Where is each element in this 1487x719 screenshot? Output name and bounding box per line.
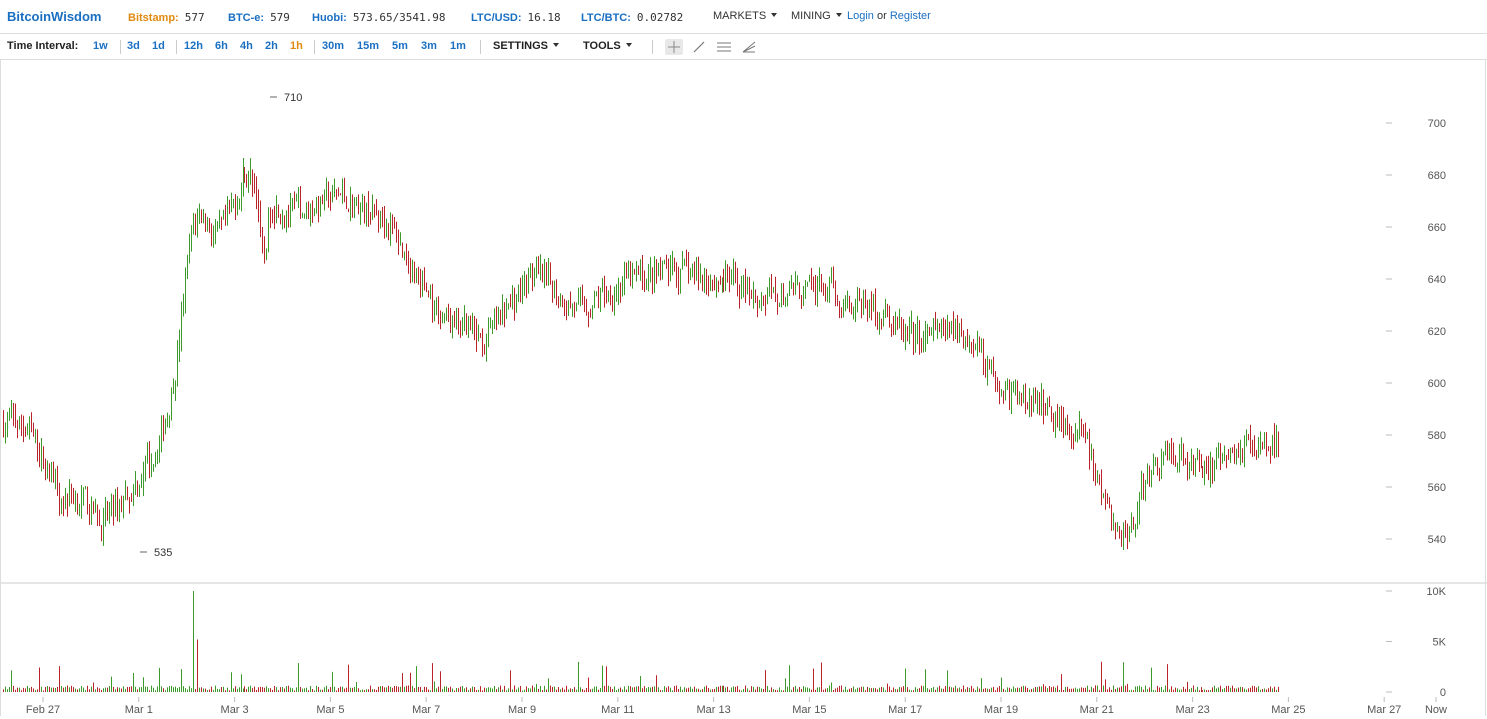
price-tick-label: 680 (1428, 170, 1446, 182)
price-tick-label: 660 (1428, 222, 1446, 234)
time-tick-label: Mar 9 (508, 704, 536, 716)
interval-1h[interactable]: 1h (290, 40, 303, 52)
ticker-huobi[interactable]: Huobi: 573.65/3541.98 (312, 10, 446, 24)
divider (176, 40, 177, 54)
chevron-down-icon (835, 13, 842, 17)
parallel-lines-icon[interactable] (715, 39, 733, 55)
login-link[interactable]: Login (847, 10, 874, 22)
ticker-ltc-usd-value: 16.18 (527, 11, 561, 24)
volume-tick-label: 10K (1426, 586, 1446, 598)
price-annotations: 710 535 (140, 92, 302, 559)
time-tick-label: Mar 13 (696, 704, 730, 716)
ticker-bitstamp-value: 577 (184, 11, 205, 24)
time-axis: Feb 27 Mar 1 Mar 3 Mar 5 Mar 7 Mar 9 Mar 11 Mar… (26, 697, 1447, 716)
ticker-bitstamp[interactable]: Bitstamp: 577 (128, 10, 205, 24)
interval-6h[interactable]: 6h (215, 40, 228, 52)
line-icon[interactable] (690, 39, 708, 55)
crosshair-icon[interactable] (665, 39, 683, 55)
price-tick-label: 600 (1428, 378, 1446, 390)
interval-2h[interactable]: 2h (265, 40, 278, 52)
brand-logo[interactable]: BitcoinWisdom (7, 9, 102, 24)
ticker-ltc-usd[interactable]: LTC/USD: 16.18 (471, 10, 561, 24)
tools-menu[interactable]: TOOLS (583, 40, 632, 52)
top-bar: BitcoinWisdom Bitstamp: 577 BTC-e: 579 Huo… (0, 0, 1487, 34)
markets-menu[interactable]: MARKETS (713, 10, 778, 22)
price-tick-label: 640 (1428, 274, 1446, 286)
interval-1w[interactable]: 1w (93, 40, 108, 52)
mining-menu-label: MINING (791, 10, 831, 22)
volume-bars (3, 591, 1279, 692)
ticker-ltc-usd-label: LTC/USD: (471, 12, 522, 24)
interval-1d[interactable]: 1d (152, 40, 165, 52)
ticker-huobi-label: Huobi: (312, 12, 347, 24)
ticker-bitstamp-label: Bitstamp: (128, 12, 179, 24)
mining-menu[interactable]: MINING (791, 10, 842, 22)
interval-4h[interactable]: 4h (240, 40, 253, 52)
time-tick-label: Mar 5 (316, 704, 344, 716)
time-tick-label: Mar 21 (1080, 704, 1114, 716)
price-tick-label: 580 (1428, 430, 1446, 442)
divider (314, 40, 315, 54)
time-tick-label: Mar 27 (1367, 704, 1401, 716)
divider (480, 40, 481, 54)
ticker-ltc-btc-label: LTC/BTC: (581, 12, 631, 24)
price-tick-label: 560 (1428, 482, 1446, 494)
chevron-down-icon (771, 13, 778, 17)
time-tick-label: Mar 17 (888, 704, 922, 716)
price-tick-label: 540 (1428, 534, 1446, 546)
interval-1m[interactable]: 1m (450, 40, 466, 52)
interval-5m[interactable]: 5m (392, 40, 408, 52)
fan-icon[interactable] (740, 39, 758, 55)
ticker-btce-value: 579 (270, 11, 290, 24)
ticker-huobi-value: 573.65/3541.98 (352, 11, 446, 24)
price-chart[interactable]: 540 560 580 600 620 640 660 680 700 0 5K 10K Feb 2… (0, 60, 1487, 719)
volume-axis: 0 5K 10K (1386, 586, 1447, 699)
time-tick-label: Mar 7 (412, 704, 440, 716)
price-tick-label: 620 (1428, 326, 1446, 338)
time-tick-label: Mar 11 (601, 704, 634, 716)
auth-links: Login or Register (847, 10, 931, 22)
markets-menu-label: MARKETS (713, 10, 767, 22)
register-link[interactable]: Register (889, 10, 931, 22)
interval-3d[interactable]: 3d (127, 40, 140, 52)
divider (652, 40, 653, 54)
chevron-down-icon (553, 43, 560, 47)
interval-15m[interactable]: 15m (357, 40, 380, 52)
price-tick-label: 700 (1428, 118, 1446, 130)
interval-30m[interactable]: 30m (322, 40, 345, 52)
tools-menu-label: TOOLS (583, 40, 621, 52)
time-interval-label: Time Interval: (7, 40, 79, 52)
price-axis: 540 560 580 600 620 640 660 680 700 (1386, 118, 1446, 546)
volume-tick-label: 5K (1433, 637, 1447, 649)
time-tick-label: Feb 27 (26, 704, 60, 716)
or-text: or (876, 10, 887, 22)
time-tick-label: Mar 23 (1175, 704, 1209, 716)
ticker-btce[interactable]: BTC-e: 579 (228, 10, 290, 24)
divider (120, 40, 121, 54)
time-tick-label: Mar 19 (984, 704, 1018, 716)
candlesticks (3, 157, 1279, 551)
volume-tick-label: 0 (1440, 687, 1446, 699)
ticker-ltc-btc[interactable]: LTC/BTC: 0.02782 (581, 10, 683, 24)
ticker-ltc-btc-value: 0.02782 (636, 11, 684, 24)
interval-12h[interactable]: 12h (184, 40, 203, 52)
time-tick-label: Now (1425, 704, 1447, 716)
settings-menu[interactable]: SETTINGS (493, 40, 560, 52)
annotation-label: 710 (284, 92, 302, 104)
time-tick-label: Mar 15 (792, 704, 826, 716)
time-tick-label: Mar 1 (125, 704, 153, 716)
time-tick-label: Mar 3 (221, 704, 249, 716)
chart-toolbar: Time Interval: 1w 3d 1d 12h 6h 4h 2h 1h … (0, 34, 1487, 60)
settings-menu-label: SETTINGS (493, 40, 549, 52)
time-tick-label: Mar 25 (1271, 704, 1305, 716)
interval-3m[interactable]: 3m (421, 40, 437, 52)
ticker-btce-label: BTC-e: (228, 12, 265, 24)
annotation-label: 535 (154, 547, 172, 559)
chevron-down-icon (625, 43, 632, 47)
